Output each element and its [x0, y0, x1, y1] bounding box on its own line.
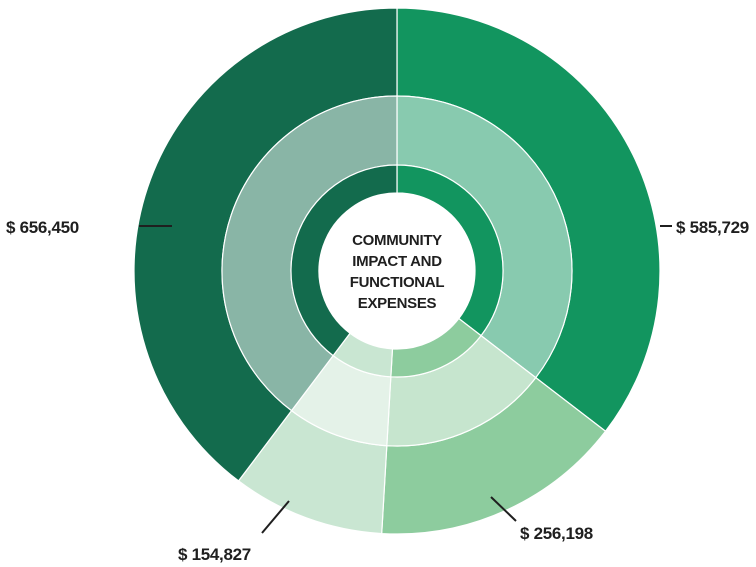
center-title-line-4: EXPENSES: [358, 295, 437, 312]
slice-label-2: $ 256,198: [520, 524, 593, 543]
leader-lines: [139, 225, 672, 534]
leader-line-2: [490, 496, 517, 522]
value-labels: $ 585,729 $ 256,198 $ 154,827 $ 656,450: [6, 218, 749, 564]
center-title-line-1: COMMUNITY: [352, 232, 442, 249]
slice-label-1: $ 585,729: [676, 218, 749, 237]
center-disc: [319, 193, 475, 349]
inner-ring: [290, 164, 504, 378]
slice-label-3: $ 154,827: [178, 545, 251, 564]
center-title-line-2: IMPACT AND: [352, 253, 442, 270]
slice-label-4: $ 656,450: [6, 218, 79, 237]
center-title: COMMUNITY IMPACT AND FUNCTIONAL EXPENSES: [350, 232, 445, 312]
middle-ring: [221, 95, 573, 447]
leader-line-3: [261, 500, 290, 534]
center-title-line-3: FUNCTIONAL: [350, 274, 445, 291]
outer-ring: [133, 7, 661, 535]
